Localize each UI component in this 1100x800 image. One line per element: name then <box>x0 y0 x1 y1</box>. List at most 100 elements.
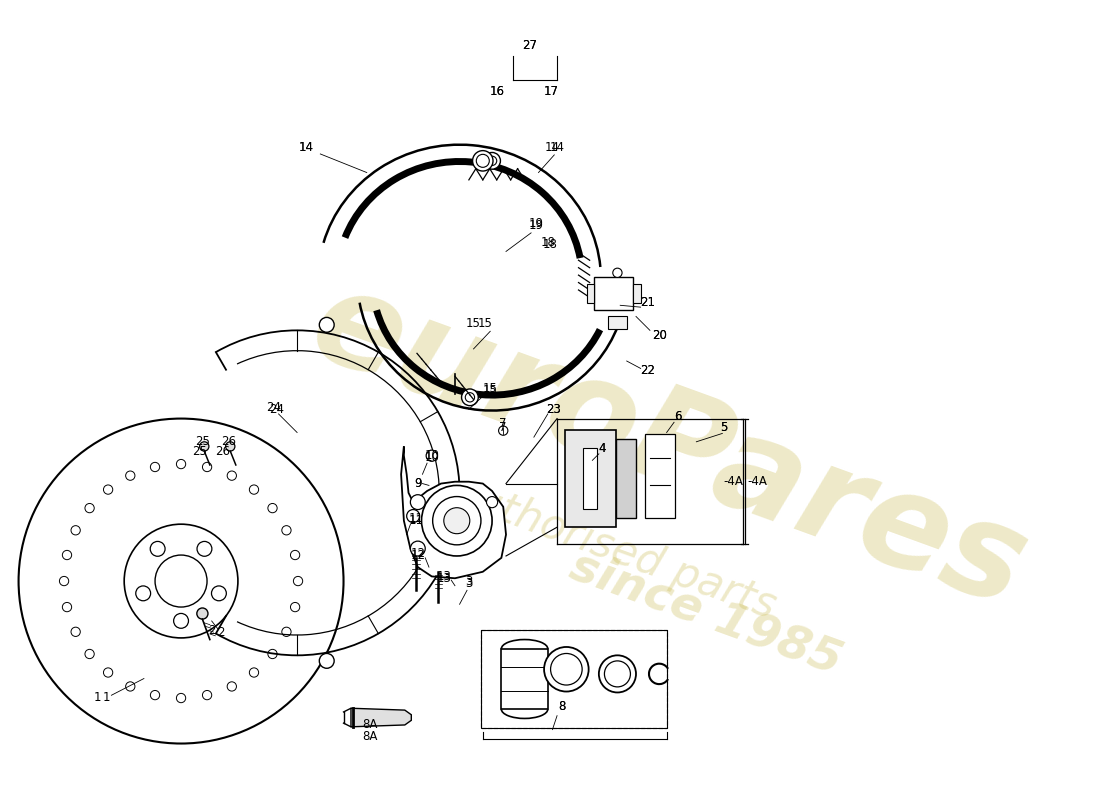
Text: 10: 10 <box>425 451 439 464</box>
Circle shape <box>202 690 211 700</box>
Bar <box>586 284 594 302</box>
Circle shape <box>124 524 238 638</box>
Text: 27: 27 <box>521 39 537 52</box>
Circle shape <box>268 503 277 513</box>
Circle shape <box>63 550 72 560</box>
Bar <box>646 434 675 518</box>
Text: 2: 2 <box>217 626 224 638</box>
Text: 25: 25 <box>195 435 210 448</box>
Text: 15: 15 <box>466 318 481 330</box>
Text: 10: 10 <box>425 450 439 462</box>
Text: 14: 14 <box>544 141 560 154</box>
Circle shape <box>410 541 426 556</box>
Circle shape <box>63 602 72 612</box>
Text: 13: 13 <box>437 570 451 583</box>
Text: 2: 2 <box>208 624 216 637</box>
Text: 9: 9 <box>414 477 421 490</box>
Circle shape <box>226 442 235 451</box>
Circle shape <box>498 426 508 435</box>
Text: 1: 1 <box>103 690 110 704</box>
Text: 26: 26 <box>216 445 230 458</box>
Circle shape <box>486 497 497 508</box>
Circle shape <box>125 471 135 480</box>
Circle shape <box>228 471 236 480</box>
Circle shape <box>484 153 500 169</box>
Circle shape <box>85 650 95 658</box>
Bar <box>634 284 640 302</box>
Text: 14: 14 <box>299 141 314 154</box>
Text: 7: 7 <box>499 417 507 430</box>
Text: 8: 8 <box>558 700 565 713</box>
Bar <box>594 277 634 310</box>
Text: 21: 21 <box>640 296 656 309</box>
Polygon shape <box>608 317 627 329</box>
Text: 5: 5 <box>720 422 728 434</box>
Circle shape <box>155 555 207 607</box>
Text: euroPares: euroPares <box>295 258 1043 634</box>
Text: 16: 16 <box>491 86 505 98</box>
Text: 8A: 8A <box>362 718 377 731</box>
Text: 15: 15 <box>483 382 497 395</box>
Text: 22: 22 <box>640 364 656 377</box>
Circle shape <box>426 450 438 462</box>
Bar <box>502 649 548 709</box>
Circle shape <box>228 682 236 691</box>
Circle shape <box>202 462 211 472</box>
Text: 4: 4 <box>598 442 605 454</box>
Circle shape <box>103 668 113 677</box>
Text: 16: 16 <box>491 86 505 98</box>
Text: 6: 6 <box>674 410 682 423</box>
Text: 15: 15 <box>483 384 497 398</box>
Circle shape <box>135 586 151 601</box>
Text: 24: 24 <box>266 401 282 414</box>
Circle shape <box>421 486 492 556</box>
Text: 23: 23 <box>546 402 561 416</box>
Text: 3: 3 <box>465 574 473 587</box>
Circle shape <box>199 442 209 451</box>
Text: 3: 3 <box>465 578 473 590</box>
Text: 27: 27 <box>521 39 537 52</box>
Text: 11: 11 <box>408 512 424 526</box>
Circle shape <box>604 661 630 687</box>
Text: 18: 18 <box>540 236 556 249</box>
Text: 19: 19 <box>529 217 544 230</box>
Circle shape <box>19 418 343 743</box>
Circle shape <box>250 668 258 677</box>
Circle shape <box>211 586 227 601</box>
Circle shape <box>319 654 334 668</box>
Text: 18: 18 <box>542 238 557 250</box>
Circle shape <box>551 654 582 685</box>
Circle shape <box>59 577 68 586</box>
Text: 25: 25 <box>192 445 207 458</box>
Circle shape <box>72 627 80 637</box>
Circle shape <box>250 485 258 494</box>
Text: 13: 13 <box>437 572 451 585</box>
Circle shape <box>443 508 470 534</box>
Text: 9: 9 <box>414 477 421 490</box>
Circle shape <box>294 577 302 586</box>
Text: 1: 1 <box>94 690 101 704</box>
Text: 26: 26 <box>221 435 235 448</box>
Text: 6: 6 <box>674 410 682 423</box>
Text: 23: 23 <box>546 402 561 416</box>
Bar <box>481 630 667 728</box>
Circle shape <box>282 627 292 637</box>
Circle shape <box>432 497 481 545</box>
Text: 20: 20 <box>652 329 667 342</box>
Circle shape <box>151 462 160 472</box>
Circle shape <box>290 602 299 612</box>
Text: 24: 24 <box>270 402 284 416</box>
Circle shape <box>103 485 113 494</box>
Circle shape <box>151 542 165 556</box>
Circle shape <box>487 156 497 166</box>
Text: 8A: 8A <box>362 730 377 742</box>
Text: -4A: -4A <box>748 475 768 488</box>
Text: 14: 14 <box>299 141 314 154</box>
Text: 20: 20 <box>652 329 667 342</box>
Circle shape <box>462 389 478 406</box>
Circle shape <box>176 459 186 469</box>
Text: 5: 5 <box>720 422 728 434</box>
Text: 4: 4 <box>598 442 605 454</box>
Text: 12: 12 <box>410 546 426 560</box>
Polygon shape <box>351 708 411 727</box>
